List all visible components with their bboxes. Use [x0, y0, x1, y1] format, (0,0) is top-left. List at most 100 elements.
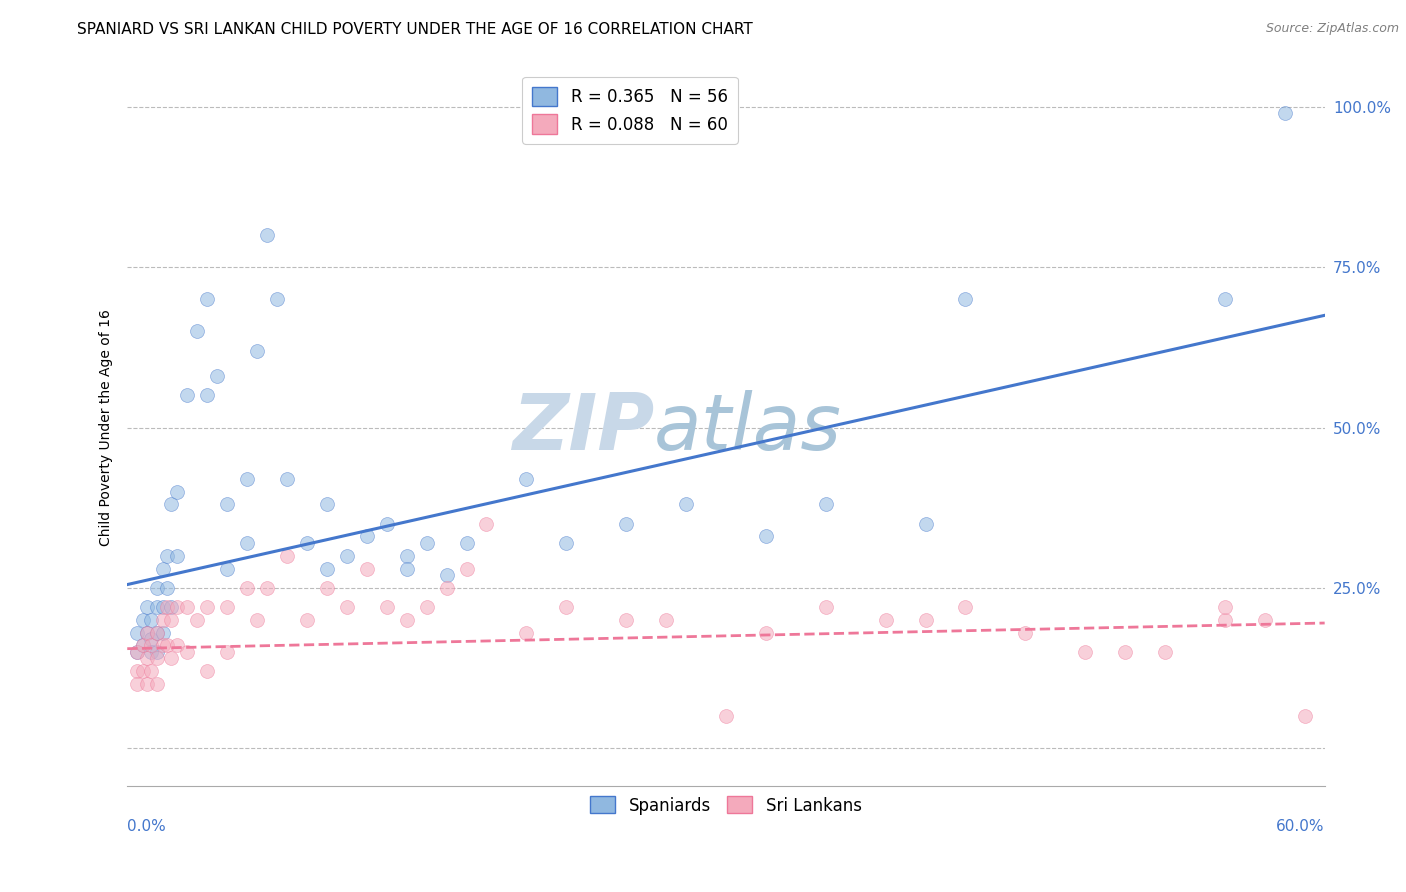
Point — [415, 599, 437, 614]
Point — [1274, 106, 1296, 120]
Point — [1014, 625, 1036, 640]
Legend: Spaniards, Sri Lankans: Spaniards, Sri Lankans — [583, 789, 869, 822]
Point — [146, 625, 169, 640]
Point — [315, 498, 337, 512]
Point — [714, 709, 737, 723]
Point — [152, 625, 174, 640]
Point — [356, 529, 378, 543]
Point — [276, 472, 298, 486]
Point — [160, 599, 183, 614]
Point — [166, 599, 188, 614]
Point — [132, 613, 155, 627]
Point — [132, 664, 155, 678]
Point — [515, 625, 537, 640]
Point — [127, 677, 149, 691]
Point — [141, 613, 163, 627]
Point — [152, 561, 174, 575]
Point — [152, 599, 174, 614]
Point — [266, 293, 288, 307]
Point — [436, 581, 458, 595]
Point — [256, 581, 278, 595]
Point — [166, 484, 188, 499]
Point — [176, 599, 198, 614]
Point — [914, 613, 936, 627]
Text: SPANIARD VS SRI LANKAN CHILD POVERTY UNDER THE AGE OF 16 CORRELATION CHART: SPANIARD VS SRI LANKAN CHILD POVERTY UND… — [77, 22, 754, 37]
Point — [215, 498, 238, 512]
Point — [814, 599, 837, 614]
Point — [614, 613, 637, 627]
Point — [1294, 709, 1316, 723]
Point — [141, 639, 163, 653]
Point — [215, 599, 238, 614]
Point — [132, 639, 155, 653]
Point — [475, 516, 498, 531]
Point — [236, 581, 259, 595]
Point — [415, 536, 437, 550]
Text: atlas: atlas — [654, 390, 842, 466]
Point — [614, 516, 637, 531]
Point — [166, 549, 188, 563]
Point — [1213, 599, 1236, 614]
Point — [315, 581, 337, 595]
Point — [1254, 613, 1277, 627]
Point — [195, 293, 218, 307]
Point — [655, 613, 678, 627]
Text: ZIP: ZIP — [512, 390, 654, 466]
Point — [814, 498, 837, 512]
Point — [246, 613, 269, 627]
Point — [195, 599, 218, 614]
Point — [132, 639, 155, 653]
Point — [205, 369, 228, 384]
Point — [146, 645, 169, 659]
Point — [675, 498, 697, 512]
Point — [515, 472, 537, 486]
Point — [755, 529, 778, 543]
Point — [375, 516, 398, 531]
Point — [755, 625, 778, 640]
Point — [315, 561, 337, 575]
Point — [156, 599, 179, 614]
Point — [127, 645, 149, 659]
Point — [146, 599, 169, 614]
Point — [160, 651, 183, 665]
Point — [914, 516, 936, 531]
Point — [395, 549, 418, 563]
Point — [166, 639, 188, 653]
Point — [436, 568, 458, 582]
Point — [875, 613, 897, 627]
Point — [136, 677, 159, 691]
Point — [146, 625, 169, 640]
Y-axis label: Child Poverty Under the Age of 16: Child Poverty Under the Age of 16 — [100, 309, 114, 546]
Point — [955, 599, 977, 614]
Point — [1074, 645, 1097, 659]
Text: 60.0%: 60.0% — [1277, 819, 1324, 834]
Point — [555, 536, 578, 550]
Point — [152, 613, 174, 627]
Point — [141, 632, 163, 646]
Point — [395, 613, 418, 627]
Point — [156, 581, 179, 595]
Point — [1213, 613, 1236, 627]
Point — [146, 651, 169, 665]
Point — [395, 561, 418, 575]
Point — [456, 561, 478, 575]
Point — [276, 549, 298, 563]
Point — [195, 664, 218, 678]
Point — [1213, 293, 1236, 307]
Point — [127, 664, 149, 678]
Point — [136, 625, 159, 640]
Point — [186, 613, 208, 627]
Point — [141, 664, 163, 678]
Point — [136, 599, 159, 614]
Point — [246, 343, 269, 358]
Point — [176, 388, 198, 402]
Point — [176, 645, 198, 659]
Point — [195, 388, 218, 402]
Point — [160, 498, 183, 512]
Point — [156, 549, 179, 563]
Point — [146, 677, 169, 691]
Point — [186, 324, 208, 338]
Point — [215, 645, 238, 659]
Point — [295, 536, 318, 550]
Point — [555, 599, 578, 614]
